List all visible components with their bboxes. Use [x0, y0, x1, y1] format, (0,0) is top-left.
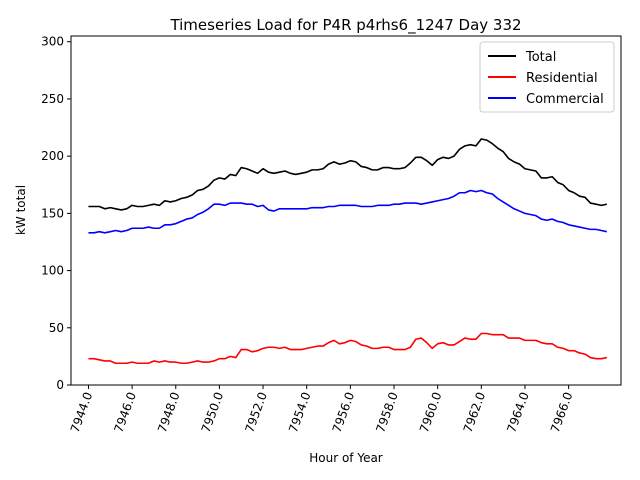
y-tick-label: 0: [56, 378, 64, 392]
y-tick-label: 250: [41, 92, 64, 106]
series-line-residential: [88, 332, 607, 365]
y-tick-label: 150: [41, 206, 64, 220]
legend-label-commercial: Commercial: [526, 92, 604, 107]
series-lines: [88, 138, 607, 365]
plot-frame: [70, 35, 622, 386]
legend: Total Residential Commercial: [479, 41, 615, 113]
legend-label-total: Total: [525, 50, 556, 65]
y-axis: 0 50 100 150 200 250 300: [41, 35, 71, 392]
y-axis-label: kW total: [14, 185, 28, 235]
y-tick-label: 100: [41, 264, 64, 278]
series-line-commercial: [88, 189, 607, 234]
chart-title: Timeseries Load for P4R p4rhs6_1247 Day …: [169, 16, 521, 35]
x-axis-label: Hour of Year: [309, 451, 383, 465]
y-tick-label: 300: [41, 35, 64, 49]
y-tick-label: 50: [49, 321, 64, 335]
y-tick-label: 200: [41, 149, 64, 163]
legend-label-residential: Residential: [526, 71, 598, 86]
legend-box: [479, 41, 615, 113]
series-line-total: [88, 138, 607, 211]
